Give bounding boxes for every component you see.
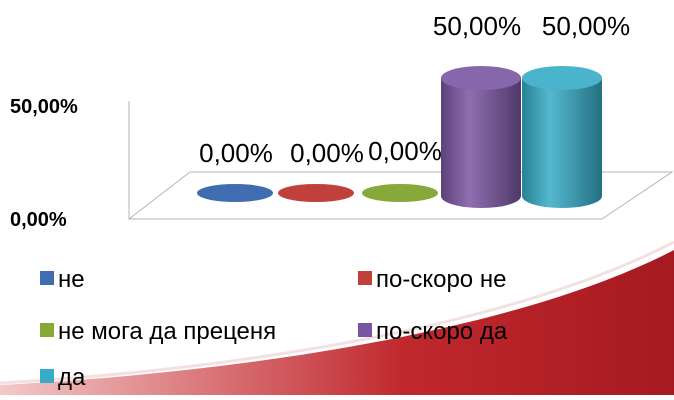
legend-label: не	[58, 266, 85, 293]
plot-frame	[127, 101, 674, 220]
legend-label: по-скоро да	[376, 318, 508, 345]
legend-item-ne-moga: не мога да преценя	[40, 318, 276, 346]
bar-1	[278, 184, 354, 202]
legend-swatch	[40, 323, 54, 337]
bar-top-3	[441, 66, 521, 90]
y-tick-top: 50,00%	[10, 96, 78, 118]
bars	[197, 66, 602, 208]
legend-swatch	[40, 271, 54, 285]
data-label-2: 0,00%	[368, 136, 442, 166]
floor	[127, 171, 674, 220]
legend-label: да	[58, 364, 86, 391]
legend-swatch	[40, 369, 54, 383]
legend-item-da: да	[40, 364, 85, 392]
legend-item-ne: не	[40, 266, 85, 294]
legend-swatch	[358, 323, 372, 337]
data-labels: 0,00% 0,00% 0,00%50,00% 50,00%	[199, 11, 630, 168]
bar-0	[197, 184, 273, 202]
legend-item-po-skoro-da: по-скоро да	[358, 318, 507, 346]
legend-label: по-скоро не	[376, 266, 507, 293]
data-label-3: 50,00%	[433, 11, 521, 41]
data-label-4: 50,00%	[542, 11, 630, 41]
legend-item-po-skoro-ne: по-скоро не	[358, 266, 506, 294]
data-label-0: 0,00%	[199, 138, 273, 168]
decorative-swoosh-highlight	[0, 240, 674, 385]
bar-3	[441, 78, 521, 208]
legend-swatch	[358, 271, 372, 285]
decorative-swoosh	[0, 250, 674, 395]
bar-2	[362, 184, 438, 202]
bar-4	[522, 78, 602, 208]
y-tick-bottom: 0,00%	[10, 209, 67, 231]
legend-label: не мога да преценя	[58, 318, 277, 345]
bar-top-4	[522, 66, 602, 90]
data-label-1: 0,00%	[290, 138, 364, 168]
